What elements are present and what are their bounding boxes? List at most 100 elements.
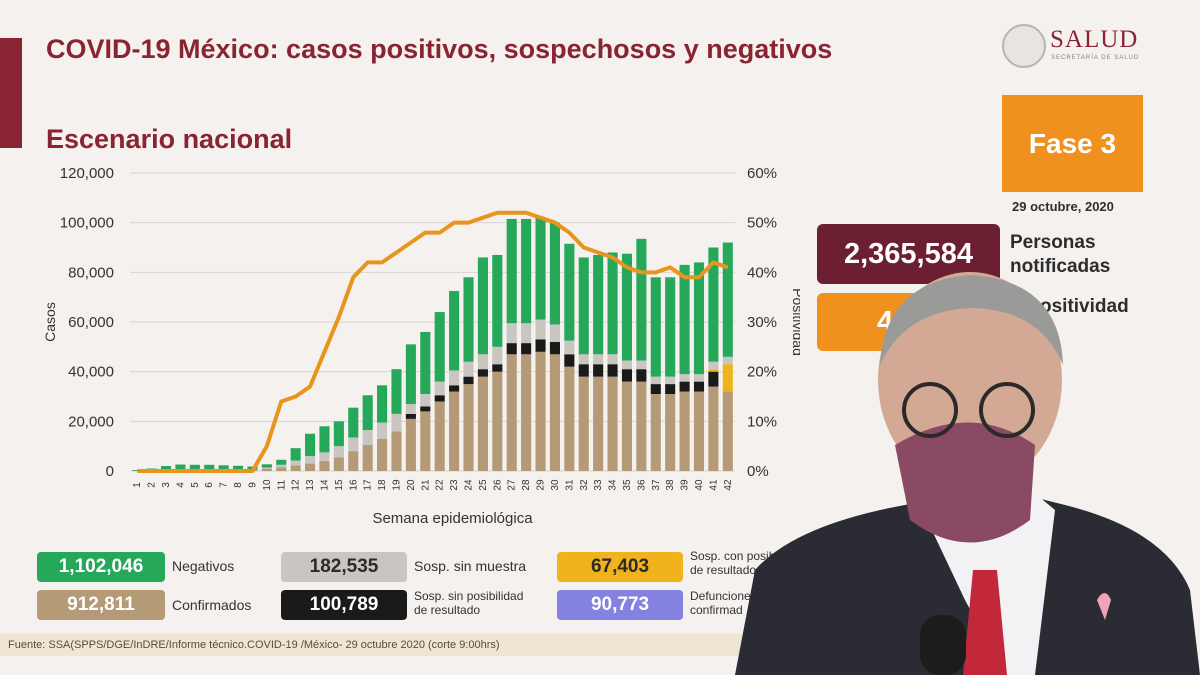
bar-confirmados: [578, 376, 589, 471]
bar-sin_muestra: [319, 452, 330, 462]
bar-negativos: [535, 217, 546, 320]
x-tick-label: 35: [622, 479, 633, 491]
bar-confirmados: [463, 384, 474, 471]
bar-sin_posibilidad: [578, 364, 589, 377]
speaker-hair: [880, 275, 1063, 365]
phase-badge: Fase 3: [1002, 95, 1143, 192]
x-tick-label: 19: [391, 479, 402, 491]
x-tick-label: 16: [348, 479, 359, 491]
bar-sin_posibilidad: [492, 364, 503, 372]
x-tick-label: 30: [550, 479, 561, 491]
y-axis-label: Casos: [42, 302, 58, 342]
bar-negativos: [189, 464, 200, 471]
bar-sin_muestra: [449, 370, 460, 386]
legend-value: 912,811: [67, 594, 135, 615]
x-tick-label: 3: [161, 482, 172, 488]
bar-sin_muestra: [506, 323, 517, 344]
legend-sin-muestra-label: Sosp. sin muestra: [414, 558, 527, 574]
bar-sin_muestra: [679, 374, 690, 382]
bar-sin_posibilidad: [463, 376, 474, 385]
x-axis-label: Semana epidemiológica: [372, 510, 533, 527]
source-footer: Fuente: SSA(SPPS/DGE/InDRE/Informe técni…: [0, 634, 760, 656]
bar-negativos: [650, 277, 661, 377]
y2-axis-label: Positividad: [790, 288, 800, 356]
bar-sin_muestra: [578, 354, 589, 365]
bar-sin_muestra: [621, 360, 633, 370]
bar-confirmados: [319, 461, 330, 471]
glasses-right-icon: [979, 382, 1035, 438]
bar-confirmados: [650, 394, 661, 471]
y-tick-label: 60,000: [68, 314, 114, 331]
bar-negativos: [693, 262, 705, 375]
bar-sin_muestra: [477, 354, 488, 370]
legend-sin-posibilidad-value: 100,789: [281, 590, 407, 620]
x-tick-label: 21: [420, 479, 431, 491]
bar-confirmados: [693, 391, 705, 471]
bar-sin_posibilidad: [420, 406, 431, 412]
bar-negativos: [564, 243, 575, 341]
legend-sin-muestra-value: 182,535: [281, 552, 407, 582]
x-tick-label: 8: [233, 482, 244, 488]
bar-confirmados: [391, 431, 402, 471]
x-tick-label: 29: [536, 479, 547, 491]
bar-negativos: [593, 254, 604, 355]
bar-sin_muestra: [362, 430, 373, 445]
bar-negativos: [506, 218, 517, 324]
bar-negativos: [261, 464, 272, 468]
bar-sin_posibilidad: [477, 369, 488, 377]
bar-sin_posibilidad: [650, 384, 661, 395]
bar-sin_posibilidad: [607, 364, 618, 377]
bar-sin_posibilidad: [593, 364, 604, 377]
bar-confirmados: [679, 391, 690, 471]
bar-negativos: [449, 290, 460, 371]
bar-negativos: [377, 385, 388, 423]
bar-sin_muestra: [434, 381, 445, 396]
bar-sin_posibilidad: [449, 385, 460, 392]
bar-sin_posibilidad: [665, 384, 676, 395]
bar-confirmados: [420, 411, 431, 471]
bar-confirmados: [305, 463, 316, 471]
legend-value: 100,789: [309, 594, 379, 615]
bar-confirmados: [636, 381, 647, 471]
bar-confirmados: [434, 401, 445, 471]
bar-negativos: [204, 464, 215, 471]
x-tick-label: 36: [636, 479, 647, 491]
positivity-line: [137, 210, 729, 473]
x-tick-label: 33: [593, 479, 604, 491]
bar-negativos: [708, 247, 719, 362]
report-date: 29 octubre, 2020: [1012, 199, 1114, 214]
cases-chart: 0 20,000 40,000 60,000 80,000 100,000 120,000 0…: [42, 165, 800, 527]
x-tick-label: 7: [219, 482, 230, 488]
bar-negativos: [621, 253, 633, 361]
y2-tick-label: 40%: [747, 264, 777, 281]
bar-confirmados: [449, 391, 460, 471]
legend-sin-posibilidad-label: Sosp. sin posibilidad de resultado: [414, 589, 523, 617]
bar-negativos: [521, 218, 532, 324]
bar-sin_muestra: [665, 376, 676, 385]
bar-negativos: [420, 331, 431, 395]
y-tick-label: 0: [106, 463, 114, 480]
bar-negativos: [679, 264, 690, 375]
bar-confirmados: [593, 376, 604, 471]
x-tick-label: 18: [377, 479, 388, 491]
bar-confirmados: [377, 438, 388, 471]
x-tick-label: 37: [651, 479, 662, 491]
bar-sin_muestra: [564, 340, 575, 355]
legend-confirmados-value: 912,811: [37, 590, 165, 620]
y2-tick-label: 60%: [747, 165, 777, 182]
notified-label-line2: notificadas: [1010, 256, 1111, 277]
notified-label-line1: Personas: [1010, 232, 1096, 253]
bar-sin_posibilidad: [693, 381, 705, 392]
positivity-label: ositividad: [1040, 296, 1129, 317]
legend-value: 182,535: [309, 556, 379, 577]
bar-negativos: [722, 242, 733, 357]
bar-sin_muestra: [463, 361, 474, 377]
bar-negativos: [160, 466, 172, 471]
speaker-tie: [963, 570, 1007, 675]
x-tick-label: 17: [363, 479, 374, 491]
bar-negativos: [232, 465, 244, 471]
bar-sin_posibilidad: [405, 413, 416, 419]
glasses-left-icon: [902, 382, 958, 438]
speaker-video: [735, 272, 1200, 675]
seal-icon: [1002, 24, 1046, 68]
